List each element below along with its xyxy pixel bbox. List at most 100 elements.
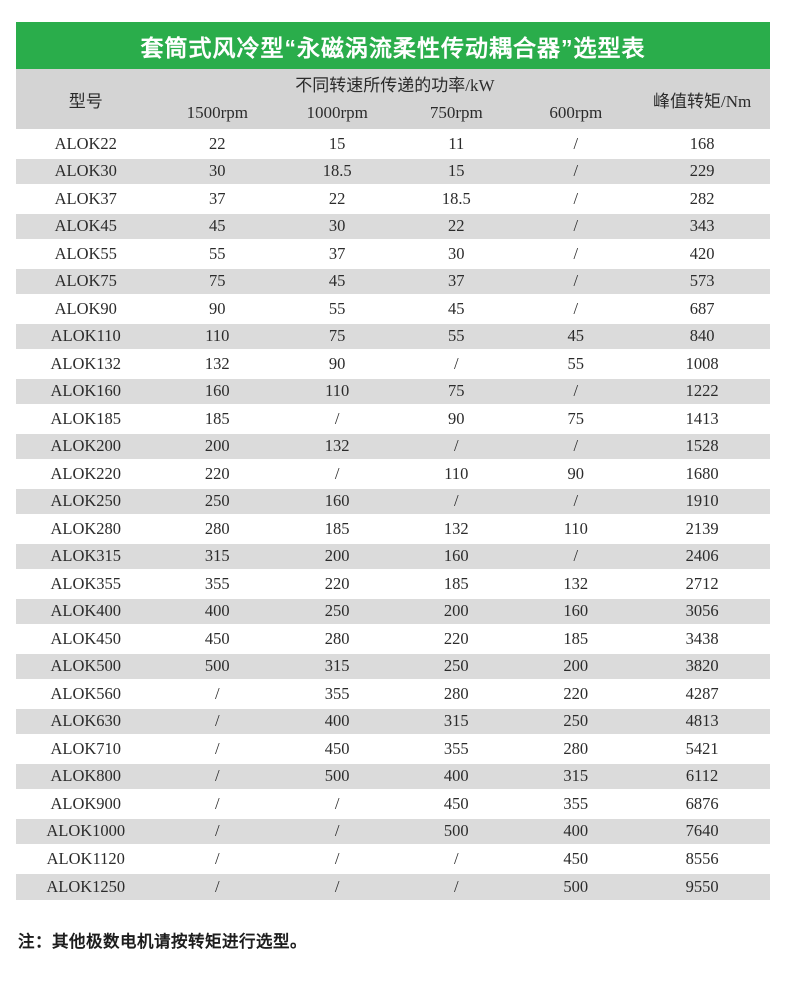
model-cell: ALOK185 [16,404,156,433]
value-cell: / [155,871,280,900]
table-row: ALOK450 450 280 220 185 3438 [16,624,770,653]
table-row: ALOK200 200 132//1528 [16,431,770,460]
value-cell: 450 [279,734,396,763]
table-row: ALOK132 132 90/55 1008 [16,349,770,378]
value-cell: 15 [279,129,396,158]
table-title-bar: 套筒式风冷型“永磁涡流柔性传动耦合器”选型表 [16,22,770,69]
value-cell: 110 [155,321,280,350]
value-cell: 45 [517,321,635,350]
value-cell: 400 [395,761,518,790]
value-cell: 18.5 [279,156,396,185]
value-cell: 573 [634,266,770,295]
value-cell: 30 [155,156,280,185]
table-row: ALOK1120///450 8556 [16,844,770,873]
model-cell: ALOK400 [16,596,156,625]
table-header: 型号 不同转速所传递的功率/kW 峰值转矩/Nm 1500rpm 1000rpm… [16,69,770,130]
speed-header-1000rpm: 1000rpm [279,97,396,130]
value-cell: 250 [155,486,280,515]
value-cell: / [395,871,518,900]
value-cell: / [395,486,518,515]
speed-header-1500rpm: 1500rpm [155,97,280,130]
value-cell: 355 [517,789,635,818]
value-cell: 168 [634,129,770,158]
model-cell: ALOK560 [16,679,156,708]
model-cell: ALOK710 [16,734,156,763]
value-cell: / [517,541,635,570]
value-cell: 220 [517,679,635,708]
value-cell: / [155,679,280,708]
value-cell: / [279,789,396,818]
value-cell: 315 [517,761,635,790]
value-cell: 110 [279,376,396,405]
value-cell: 22 [395,211,518,240]
value-cell: 2712 [634,569,770,598]
table-row: ALOK560/355 280 220 4287 [16,679,770,708]
value-cell: 75 [517,404,635,433]
table-row: ALOK55 55 37 30/420 [16,239,770,268]
value-cell: 500 [279,761,396,790]
table-row: ALOK22 22 15 11/168 [16,129,770,158]
value-cell: 1528 [634,431,770,460]
table-row: ALOK630/400 315 250 4813 [16,706,770,735]
value-cell: 55 [279,294,396,323]
value-cell: 55 [395,321,518,350]
model-column-header: 型号 [16,69,156,130]
value-cell: 132 [395,514,518,543]
power-group-header: 不同转速所传递的功率/kW [155,69,635,97]
value-cell: 220 [155,459,280,488]
value-cell: 280 [155,514,280,543]
value-cell: 450 [395,789,518,818]
value-cell: / [155,816,280,845]
selection-table: 型号 不同转速所传递的功率/kW 峰值转矩/Nm 1500rpm 1000rpm… [16,69,770,900]
value-cell: 75 [155,266,280,295]
model-cell: ALOK75 [16,266,156,295]
model-cell: ALOK37 [16,184,156,213]
value-cell: / [517,184,635,213]
model-cell: ALOK132 [16,349,156,378]
table-row: ALOK250 250 160//1910 [16,486,770,515]
value-cell: 500 [395,816,518,845]
table-row: ALOK90 90 55 45/687 [16,294,770,323]
table-row: ALOK45 45 30 22/343 [16,211,770,240]
value-cell: / [155,761,280,790]
value-cell: 30 [279,211,396,240]
value-cell: 7640 [634,816,770,845]
value-cell: / [517,129,635,158]
value-cell: 110 [517,514,635,543]
value-cell: 75 [395,376,518,405]
value-cell: 420 [634,239,770,268]
model-cell: ALOK220 [16,459,156,488]
value-cell: 1680 [634,459,770,488]
value-cell: 2139 [634,514,770,543]
table-row: ALOK1000//500 400 7640 [16,816,770,845]
value-cell: 450 [517,844,635,873]
value-cell: / [395,431,518,460]
value-cell: 840 [634,321,770,350]
value-cell: 355 [155,569,280,598]
value-cell: 132 [517,569,635,598]
value-cell: / [517,294,635,323]
model-cell: ALOK45 [16,211,156,240]
value-cell: 343 [634,211,770,240]
value-cell: 8556 [634,844,770,873]
value-cell: 90 [517,459,635,488]
value-cell: 9550 [634,871,770,900]
value-cell: 160 [517,596,635,625]
value-cell: 185 [517,624,635,653]
table-row: ALOK355 355 220 185 132 2712 [16,569,770,598]
model-cell: ALOK355 [16,569,156,598]
value-cell: 687 [634,294,770,323]
value-cell: 400 [279,706,396,735]
value-cell: 22 [155,129,280,158]
value-cell: / [517,486,635,515]
value-cell: 30 [395,239,518,268]
value-cell: 280 [517,734,635,763]
table-row: ALOK160 160 110 75/1222 [16,376,770,405]
table-row: ALOK710/450 355 280 5421 [16,734,770,763]
value-cell: 5421 [634,734,770,763]
value-cell: / [517,376,635,405]
value-cell: / [517,266,635,295]
value-cell: / [155,789,280,818]
value-cell: 18.5 [395,184,518,213]
